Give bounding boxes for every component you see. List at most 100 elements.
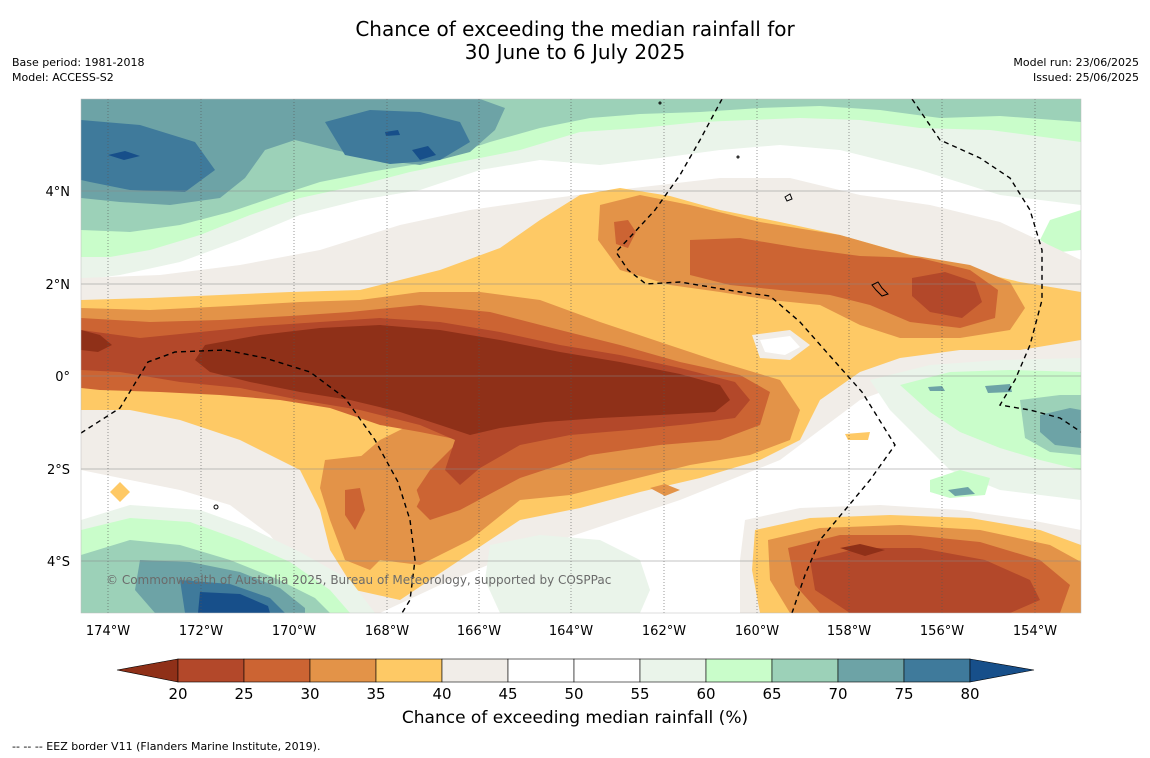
colorbar-tick-label: 80 [960,685,979,703]
north-wet-band-75-west [81,120,215,192]
colorbar-bin [639,658,707,683]
lat-label: 4°N [46,185,71,200]
south-centre-wet-55 [485,535,650,613]
map-title-line2: 30 June to 6 July 2025 [464,40,686,64]
map-title-line1: Chance of exceeding the median rainfall … [355,17,795,41]
lon-label: 168°W [365,624,409,639]
southeast-wet-70 [948,487,975,496]
lat-label: 4°S [47,555,70,570]
colorbar-bin [507,658,575,683]
lon-label: 174°W [86,624,130,639]
colorbar-tick-label: 35 [366,685,385,703]
lon-label: 156°W [920,624,964,639]
issued-text: Issued: 25/06/2025 [1032,71,1139,84]
colorbar-bin [441,658,509,683]
east-wet-70 [1040,408,1081,448]
eez-border-west [81,349,416,613]
colorbar-extend-high [969,658,1035,683]
colorbar-bin [375,658,443,683]
lon-label: 172°W [179,624,223,639]
island-c [658,101,662,105]
small-dry-30-b [650,484,680,496]
colorbar-ticks: 20 25 30 35 40 45 50 55 60 65 70 75 80 [168,685,979,703]
lat-labels: 4°N 2°N 0° 2°S 4°S [46,185,71,570]
lat-label: 2°S [47,463,70,478]
meta-left: Base period: 1981-2018 Model: ACCESS-S2 [12,55,144,85]
lon-label: 154°W [1013,624,1057,639]
colorbar-bin [837,658,905,683]
southeast-dry-20 [810,548,1040,613]
colorbar-title: Chance of exceeding median rainfall (%) [401,708,749,728]
map-title: Chance of exceeding the median rainfall … [0,18,1150,64]
southcentral-dry-30 [320,455,420,570]
meta-right: Model run: 23/06/2025 Issued: 25/06/2025 [1013,55,1139,85]
base-period-text: Base period: 1981-2018 [12,56,145,69]
colorbar-bin [903,658,971,683]
north-wet-band-75-mid [325,110,470,164]
lon-labels: 174°W 172°W 170°W 168°W 166°W 164°W 162°… [86,624,1057,639]
colorbar-bin [243,658,311,683]
island-b [213,504,219,510]
graticule [81,99,1081,613]
colorbar-bin [573,658,641,683]
east-wet-60 [900,370,1081,470]
colorbar-bin [177,658,245,683]
northcentral-dry-25 [690,238,998,328]
islands [213,101,889,510]
plot-frame [80,98,1082,614]
dry-core-west [81,330,112,352]
east-wet-70-a [928,386,945,391]
eez-borders [81,99,1081,613]
eez-border-central [615,99,896,613]
north-wet-80-a [108,151,140,160]
colorbar-bin [771,658,839,683]
southeast-dry-below-20 [840,544,885,556]
island-a [784,193,793,202]
southwest-dry-35 [110,482,130,502]
lat-label: 2°N [46,278,71,293]
southeast-wet-60 [930,470,990,498]
northcentral-dry-25-west [614,220,636,248]
rainfall-field [81,99,1081,613]
north-wet-80-b [385,130,400,136]
colorbar-tick-label: 30 [300,685,319,703]
dry-core-below-20 [195,325,730,435]
colorbar-tick-label: 60 [696,685,715,703]
island-d [736,155,740,159]
small-dry-35-a [845,432,870,440]
eez-border-east [911,99,1081,433]
colorbar-tick-label: 45 [498,685,517,703]
colorbar-bin [309,658,377,683]
model-text: Model: ACCESS-S2 [12,71,114,84]
colorbar-tick-label: 75 [894,685,913,703]
colorbar-tick-label: 20 [168,685,187,703]
colorbar-bin [705,658,773,683]
lon-label: 170°W [272,624,316,639]
copyright-text: © Commonwealth of Australia 2025, Bureau… [106,573,611,587]
lon-label: 160°W [735,624,779,639]
lon-label: 164°W [549,624,593,639]
parallels [81,190,1081,562]
colorbar-tick-label: 40 [432,685,451,703]
colorbar-tick-label: 50 [564,685,583,703]
colorbar-tick-label: 55 [630,685,649,703]
colorbar-tick-label: 25 [234,685,253,703]
lat-label: 0° [55,370,70,385]
model-run-text: Model run: 23/06/2025 [1013,56,1139,69]
colorbar-extend-low [116,658,179,683]
eez-footnote: -- -- -- EEZ border V11 (Flanders Marine… [12,740,321,753]
southwest-wet-80 [198,592,270,613]
colorbar-tick-label: 65 [762,685,781,703]
lon-label: 162°W [642,624,686,639]
small-white-d [760,336,800,355]
northeast-wet-patch [1040,210,1081,252]
north-wet-80-c [412,146,436,160]
lon-label: 158°W [827,624,871,639]
colorbar-tick-label: 70 [828,685,847,703]
island-kiritimati [871,281,889,297]
lon-label: 166°W [457,624,501,639]
southcentral-dry-25 [345,488,365,530]
east-wet-70-b [985,384,1012,393]
colorbar [116,658,1035,683]
